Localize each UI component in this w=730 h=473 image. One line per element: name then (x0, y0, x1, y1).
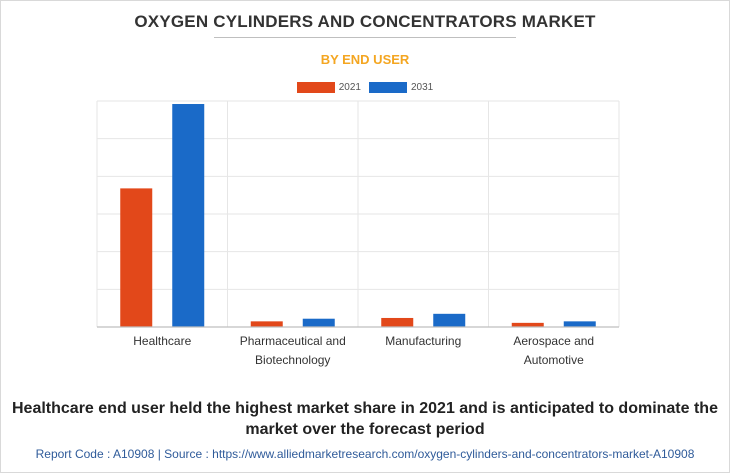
bar-2021-manufacturing[interactable] (381, 317, 414, 327)
chart-subtitle: BY END USER (320, 52, 410, 67)
x-tick-label-line: Manufacturing (385, 334, 462, 348)
x-tick-label-line: Automotive (523, 353, 584, 367)
bar-2031-manufacturing[interactable] (433, 313, 466, 327)
legend: 2021 2031 (0, 80, 730, 94)
legend-label-2031: 2031 (411, 81, 434, 93)
chart-title: OXYGEN CYLINDERS AND CONCENTRATORS MARKE… (134, 12, 596, 31)
legend-swatch-2031 (369, 81, 407, 93)
bar-2031-pharmaceutical-and-biotechnology[interactable] (302, 318, 335, 327)
caption-line-1: Healthcare end user held the highest mar… (12, 400, 718, 417)
bar-2031-healthcare[interactable] (172, 104, 205, 327)
x-tick-label-line: Pharmaceutical and (239, 334, 346, 348)
x-tick-label-line: Healthcare (133, 334, 192, 348)
x-tick-label: Manufacturing (358, 332, 488, 351)
bar-2021-aerospace-and-automotive[interactable] (511, 322, 544, 327)
title-divider (214, 37, 516, 38)
bar-2021-pharmaceutical-and-biotechnology[interactable] (250, 321, 283, 327)
x-tick-label-line: Biotechnology (255, 353, 331, 367)
legend-item-2031[interactable]: 2031 (369, 81, 434, 93)
x-tick-label: Pharmaceutical and Biotechnology (228, 332, 358, 370)
x-tick-label-line: Aerospace and (513, 334, 595, 348)
report-source[interactable]: Report Code : A10908 | Source : https://… (35, 447, 695, 461)
caption-line-2: market over the forecast period (245, 421, 485, 438)
legend-label-2021: 2021 (338, 81, 361, 93)
legend-swatch-2021 (296, 81, 335, 93)
bar-2021-healthcare[interactable] (120, 188, 153, 327)
chart-caption: Healthcare end user held the highest mar… (0, 398, 730, 440)
bar-2031-aerospace-and-automotive[interactable] (563, 321, 596, 327)
legend-item-2021[interactable]: 2021 (296, 81, 361, 93)
x-tick-label: Aerospace and Automotive (489, 332, 619, 370)
x-tick-label: Healthcare (97, 332, 227, 351)
